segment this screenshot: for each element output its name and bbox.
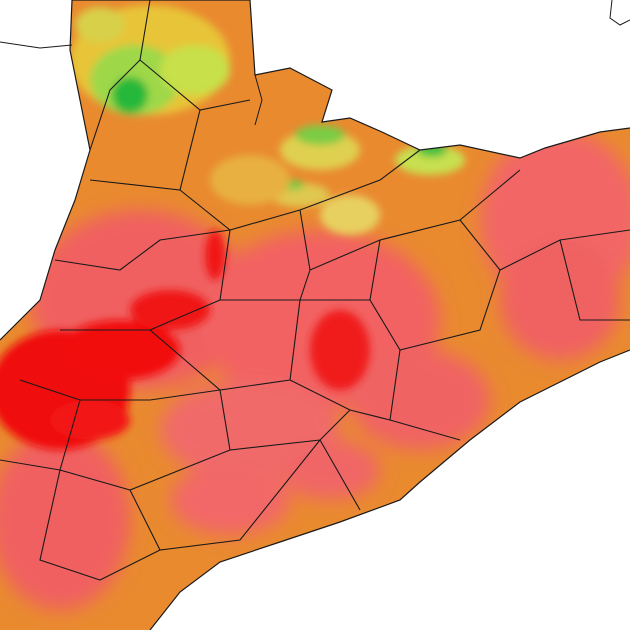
warm-zones [0, 130, 630, 610]
district-borders [0, 0, 630, 581]
neighbor-border [254, 74, 263, 126]
hot-zones [0, 230, 370, 450]
neighbor-border [0, 41, 73, 49]
highland-zones [70, 5, 465, 235]
neighbor-border [609, 0, 630, 26]
